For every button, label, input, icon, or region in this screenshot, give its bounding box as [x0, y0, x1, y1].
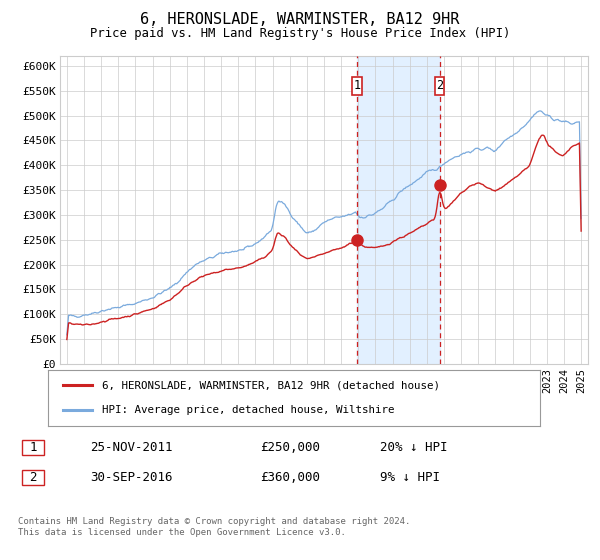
Text: 25-NOV-2011: 25-NOV-2011 [90, 441, 173, 454]
Text: Price paid vs. HM Land Registry's House Price Index (HPI): Price paid vs. HM Land Registry's House … [90, 27, 510, 40]
Text: £250,000: £250,000 [260, 441, 320, 454]
Text: £360,000: £360,000 [260, 471, 320, 484]
Text: 20% ↓ HPI: 20% ↓ HPI [380, 441, 448, 454]
Text: 6, HERONSLADE, WARMINSTER, BA12 9HR (detached house): 6, HERONSLADE, WARMINSTER, BA12 9HR (det… [102, 380, 440, 390]
Text: 2: 2 [436, 80, 443, 92]
Bar [357, 56, 440, 364]
Text: 1: 1 [29, 441, 37, 454]
Text: Contains HM Land Registry data © Crown copyright and database right 2024.
This d: Contains HM Land Registry data © Crown c… [18, 517, 410, 536]
Text: 9% ↓ HPI: 9% ↓ HPI [380, 471, 440, 484]
FancyBboxPatch shape [352, 77, 362, 95]
Text: 2: 2 [29, 471, 37, 484]
FancyBboxPatch shape [22, 440, 44, 455]
Text: 1: 1 [353, 80, 361, 92]
Text: 6, HERONSLADE, WARMINSTER, BA12 9HR: 6, HERONSLADE, WARMINSTER, BA12 9HR [140, 12, 460, 27]
FancyBboxPatch shape [435, 77, 445, 95]
Text: HPI: Average price, detached house, Wiltshire: HPI: Average price, detached house, Wilt… [102, 405, 395, 415]
FancyBboxPatch shape [22, 470, 44, 485]
Text: 30-SEP-2016: 30-SEP-2016 [90, 471, 173, 484]
